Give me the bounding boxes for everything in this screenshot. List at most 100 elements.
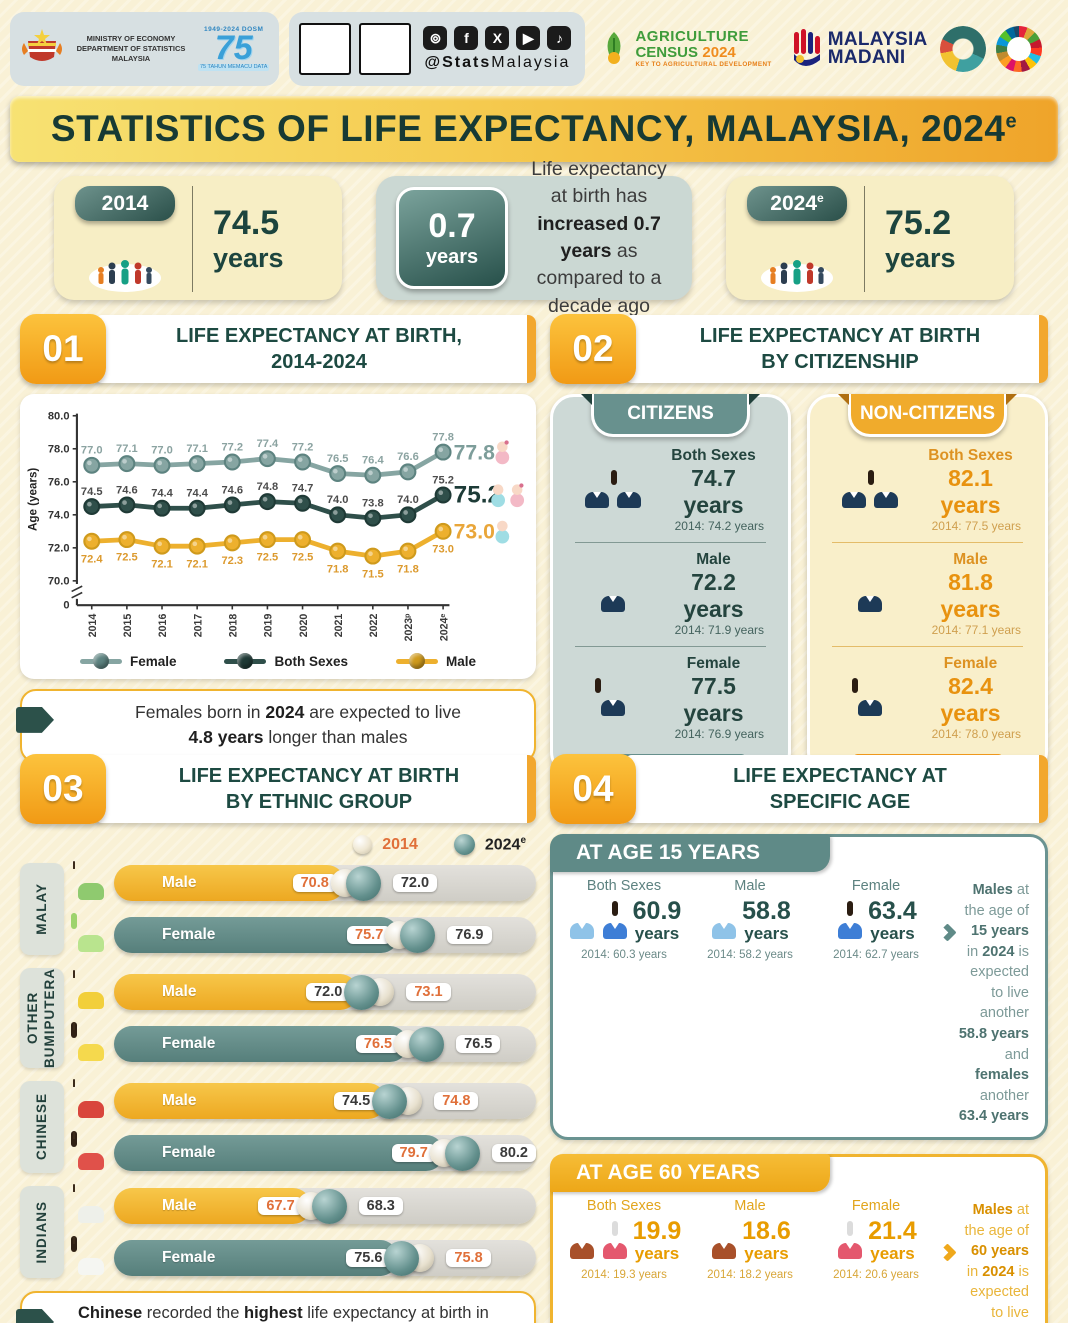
elderly-man-icon <box>709 1223 739 1260</box>
social-pill: ⊚ f X ▶ ♪ @StatsMalaysia <box>289 12 586 86</box>
unit-label: years <box>885 243 956 273</box>
girl-icon <box>74 1133 108 1173</box>
value-badge: 75.7 <box>347 926 392 944</box>
value-badge: 72.0 <box>306 983 351 1001</box>
section-03-note-box: Chinese recorded the highest life expect… <box>16 1291 536 1323</box>
population-icon <box>89 260 161 292</box>
boy-icon <box>74 1186 108 1226</box>
section-01-life-expectancy-at-birth: 01 LIFE EXPECTANCY AT BIRTH, 2014-2024 80… <box>16 314 536 763</box>
svg-text:72.1: 72.1 <box>151 558 173 570</box>
svg-text:72.1: 72.1 <box>186 558 208 570</box>
svg-text:74.4: 74.4 <box>151 488 173 500</box>
value-badge: 80.2 <box>491 1144 536 1162</box>
social-handle: @StatsMalaysia <box>424 54 571 71</box>
svg-text:75.2: 75.2 <box>432 474 454 486</box>
non-citizens-both-sexes-row: Both Sexes 82.1 years 2014: 77.5 years <box>832 439 1023 542</box>
line-chart-card: 80.0 78.0 76.0 74.0 72.0 70.0 0 Age (years) 2014… <box>20 394 536 679</box>
svg-text:78.0: 78.0 <box>48 443 70 455</box>
ethnic-bar-row-male: Male 74.5 74.8 <box>74 1081 536 1121</box>
svg-text:74.0: 74.0 <box>397 494 419 506</box>
legend-2024-ball-icon <box>453 834 475 855</box>
value-badge: 70.8 <box>292 874 337 892</box>
baby-boy-icon <box>495 520 510 544</box>
svg-text:73.0: 73.0 <box>432 543 454 555</box>
svg-text:77.1: 77.1 <box>186 443 208 455</box>
elderly-woman-icon <box>600 1223 630 1260</box>
girl-icon <box>600 903 630 940</box>
girl-icon <box>74 1024 108 1064</box>
change-badge: 0.7 years <box>396 187 508 289</box>
svg-text:74.6: 74.6 <box>221 484 243 496</box>
age-15-card: AT AGE 15 YEARS Both Sexes 60.9 years 201… <box>550 834 1048 1140</box>
svg-text:0: 0 <box>63 599 69 611</box>
age-60-header: AT AGE 60 YEARS <box>550 1153 831 1192</box>
ethnic-group-label: INDIANS <box>20 1186 64 1278</box>
svg-text:2016: 2016 <box>157 614 169 638</box>
ball-2024-icon <box>344 974 380 1010</box>
svg-text:72.5: 72.5 <box>257 552 279 564</box>
svg-text:2024ᵉ: 2024ᵉ <box>438 614 450 642</box>
malaysia-madani-logo: MALAYSIA MADANI <box>786 28 930 70</box>
sdg-wheel-logo <box>995 26 1042 72</box>
dosm-logo-pill: MINISTRY OF ECONOMY DEPARTMENT OF STATIS… <box>10 12 280 86</box>
value-badge: 74.8 <box>434 1092 479 1110</box>
ethnic-group-malay: MALAY Male 70.8 72.0 Female <box>20 863 536 955</box>
svg-text:77.8: 77.8 <box>454 441 495 464</box>
boy-icon <box>74 972 108 1012</box>
svg-text:77.8: 77.8 <box>432 431 454 443</box>
ball-2024-icon <box>444 1135 480 1171</box>
ethnic-group-indians: INDIANS Male 67.7 68.3 Female <box>20 1186 536 1278</box>
svg-text:72.0: 72.0 <box>48 543 70 555</box>
chevron-right-icon <box>938 923 957 942</box>
boy-icon <box>74 863 108 903</box>
value-badge: 68.3 <box>358 1197 403 1215</box>
value-badge: 76.9 <box>447 926 492 944</box>
man-icon <box>598 576 628 612</box>
female-bar: Female 75.7 76.9 <box>114 917 536 953</box>
age-60-note: Males at the age of 60 years in 2024 is … <box>964 1201 1030 1321</box>
svg-text:77.1: 77.1 <box>116 443 138 455</box>
svg-text:80.0: 80.0 <box>48 410 70 422</box>
svg-text:73.8: 73.8 <box>362 497 384 509</box>
ministry-label: MINISTRY OF ECONOMY DEPARTMENT OF STATIS… <box>72 34 190 63</box>
svg-text:2023ᵖ: 2023ᵖ <box>403 614 415 642</box>
svg-text:2014: 2014 <box>87 614 99 638</box>
ethnic-group-other-bumiputera: OTHER BUMIPUTERA Male 72.0 73.1 Femal <box>20 968 536 1068</box>
svg-text:74.0: 74.0 <box>48 510 70 522</box>
age-15-note: Males at the age of 15 years in 2024 is … <box>958 882 1029 1125</box>
svg-text:73.0: 73.0 <box>454 521 495 544</box>
social-links: ⊚ f X ▶ ♪ @StatsMalaysia <box>419 26 575 72</box>
svg-text:Age (years): Age (years) <box>27 468 40 531</box>
age-60-both-sexes: Both Sexes 19.9 years 2014: 19.3 years <box>561 1194 687 1281</box>
leaf-icon <box>607 32 621 64</box>
page-title: STATISTICS OF LIFE EXPECTANCY, MALAYSIA,… <box>50 108 1018 149</box>
ethnic-chart-legend: 2014 2024e <box>20 834 526 855</box>
content-grid: 01 LIFE EXPECTANCY AT BIRTH, 2014-2024 80… <box>16 314 1048 1323</box>
section-01-number-badge: 01 <box>20 314 106 384</box>
non-citizens-male-row: Male 81.8 years 2014: 77.1 years <box>832 542 1023 646</box>
svg-text:74.7: 74.7 <box>292 483 314 495</box>
svg-text:77.2: 77.2 <box>221 441 243 453</box>
tiktok-icon: ♪ <box>547 26 572 50</box>
ethnic-group-label: MALAY <box>20 863 64 955</box>
year-ribbon-2014: 2014 <box>75 186 175 221</box>
citizens-male-row: Male 72.2 years 2014: 71.9 years <box>575 542 766 646</box>
male-bar: Male 72.0 73.1 <box>114 974 536 1010</box>
life-expectancy-line-chart: 80.0 78.0 76.0 74.0 72.0 70.0 0 Age (years) 2014… <box>24 402 532 654</box>
girl-icon <box>835 903 865 940</box>
ethnic-bars: MALAY Male 70.8 72.0 Female <box>20 863 536 1278</box>
title-banner: STATISTICS OF LIFE EXPECTANCY, MALAYSIA,… <box>10 96 1058 162</box>
svg-text:74.0: 74.0 <box>327 494 349 506</box>
legend-line-icon <box>79 652 122 669</box>
ethnic-group-label: CHINESE <box>20 1081 64 1173</box>
svg-text:71.8: 71.8 <box>397 563 419 575</box>
value-badge: 73.1 <box>406 983 451 1001</box>
svg-text:77.0: 77.0 <box>151 445 173 457</box>
legend-2014-ball-icon <box>353 835 373 854</box>
legend-item-both-sexes: Both Sexes <box>224 652 348 669</box>
boy-icon <box>74 1081 108 1121</box>
agri-line1: AGRICULTURE <box>635 28 749 46</box>
svg-text:2017: 2017 <box>192 614 204 638</box>
ball-2024-icon <box>372 1083 408 1119</box>
